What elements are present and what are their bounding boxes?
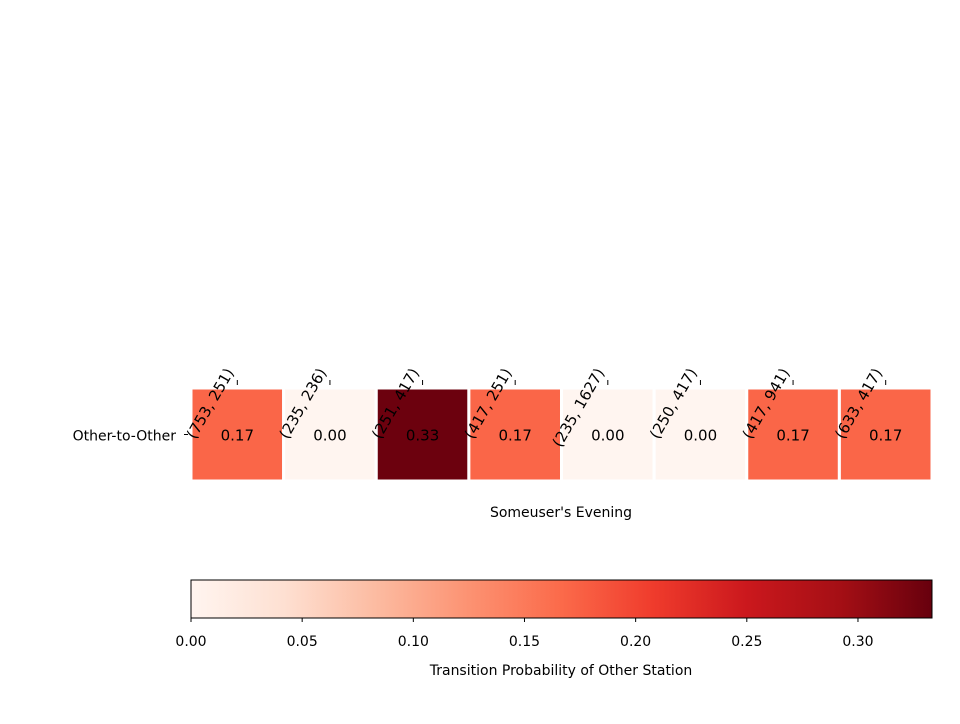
heatmap-cell bbox=[837, 386, 934, 483]
heatmap-cells: 0.17 0.00 0.33 0.17 0.00 0.00 0.17 0.17 bbox=[189, 386, 934, 483]
colorbar-tick-label: 0.15 bbox=[509, 634, 540, 650]
cell-value-label: 0.00 bbox=[684, 427, 717, 445]
colorbar-gradient bbox=[190, 579, 933, 619]
cell-value-label: 0.17 bbox=[869, 427, 902, 445]
colorbar-ticks: 0.00 0.05 0.10 0.15 0.20 0.25 0.30 bbox=[175, 618, 874, 650]
heatmap-cell bbox=[745, 386, 841, 483]
cell-value-label: 0.17 bbox=[498, 427, 531, 445]
heatmap-cell bbox=[374, 386, 471, 483]
heatmap-cell bbox=[189, 386, 286, 483]
colorbar-label: Transition Probability of Other Station bbox=[429, 663, 693, 679]
colorbar-tick-label: 0.05 bbox=[287, 634, 318, 650]
heatmap-cell bbox=[282, 386, 378, 483]
cell-value-label: 0.00 bbox=[313, 427, 346, 445]
colorbar-tick-label: 0.20 bbox=[620, 634, 651, 650]
heatmap-cell bbox=[560, 386, 656, 483]
cell-value-label: 0.00 bbox=[591, 427, 624, 445]
cell-value-label: 0.17 bbox=[221, 427, 254, 445]
y-tick-label: Other-to-Other bbox=[73, 429, 177, 445]
colorbar-tick-label: 0.10 bbox=[398, 634, 429, 650]
x-axis-label: Someuser's Evening bbox=[490, 505, 632, 521]
y-tick-labels: Other-to-Other bbox=[73, 429, 188, 445]
colorbar: 0.00 0.05 0.10 0.15 0.20 0.25 0.30 Transition … bbox=[175, 579, 933, 679]
colorbar-tick-label: 0.00 bbox=[175, 634, 206, 650]
cell-value-label: 0.17 bbox=[776, 427, 809, 445]
colorbar-tick-label: 0.30 bbox=[842, 634, 873, 650]
colorbar-tick-label: 0.25 bbox=[731, 634, 762, 650]
cell-value-label: 0.33 bbox=[406, 427, 439, 445]
